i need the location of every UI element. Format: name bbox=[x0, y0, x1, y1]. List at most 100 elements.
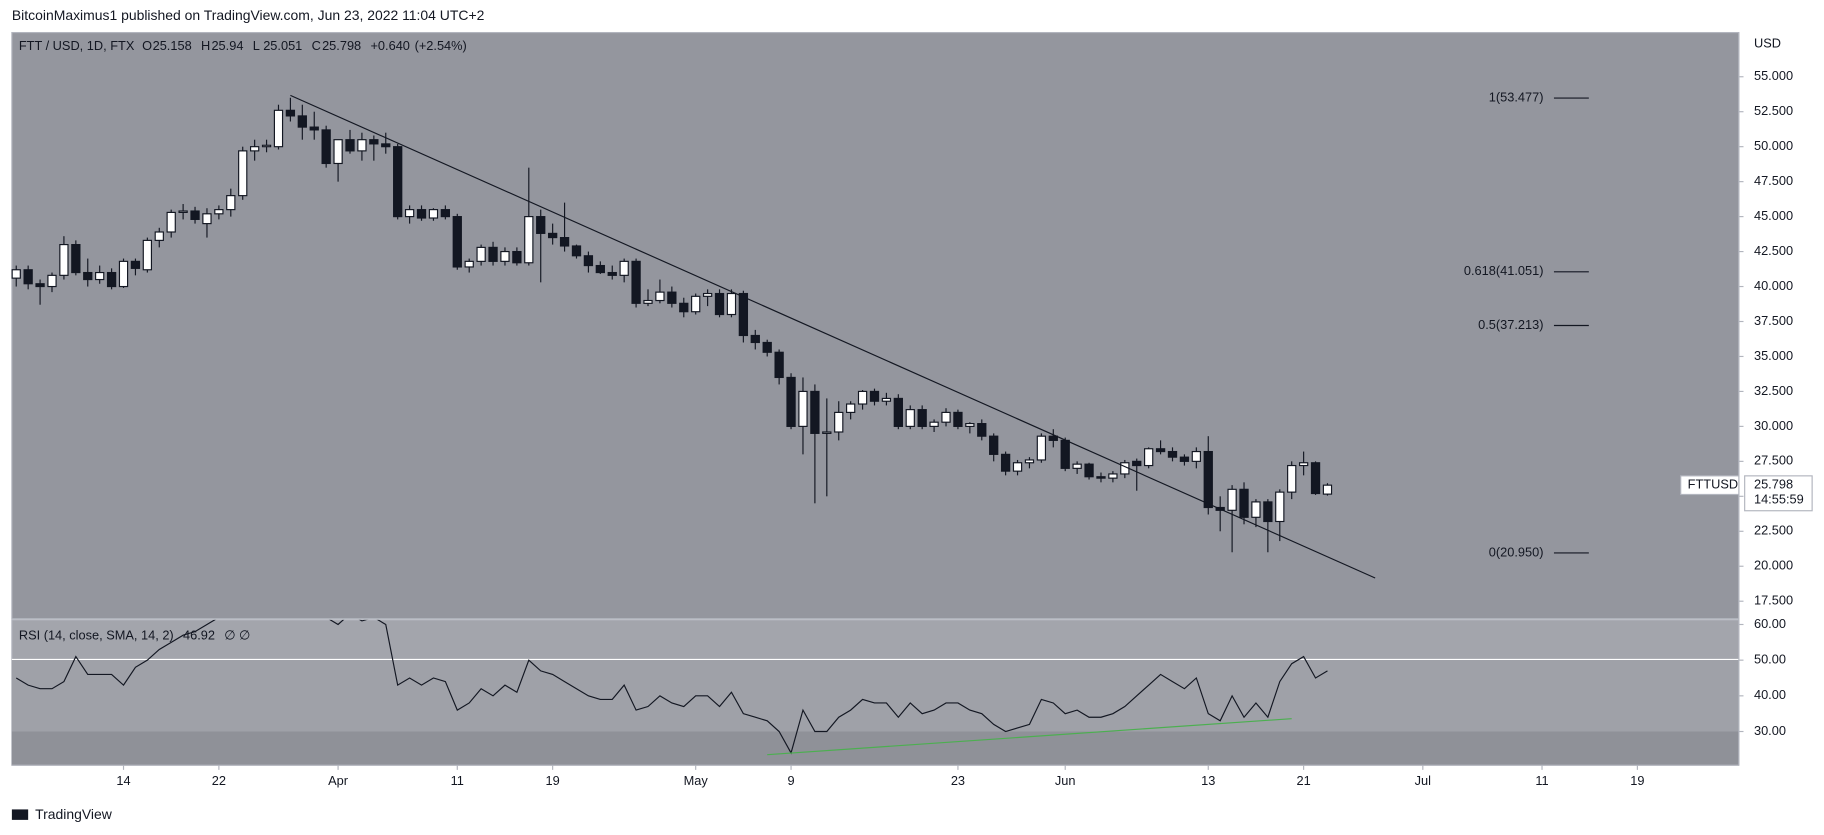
rsi-y-tick-label: 40.00 bbox=[1754, 687, 1786, 702]
candle-body bbox=[142, 239, 153, 271]
countdown: 14:55:59 bbox=[1754, 492, 1804, 507]
candle-body bbox=[1048, 435, 1058, 441]
legend-value: 25.798 bbox=[322, 38, 361, 53]
candle-body bbox=[655, 291, 665, 302]
legend-value: 25.94 bbox=[211, 38, 243, 53]
candle-body bbox=[452, 216, 462, 268]
fib-label: 1(53.477) bbox=[1489, 89, 1544, 104]
candle-body bbox=[547, 232, 558, 239]
candle-body bbox=[1024, 459, 1035, 464]
candle-body bbox=[1167, 450, 1178, 458]
candle-body bbox=[47, 274, 57, 288]
candle-body bbox=[95, 271, 105, 281]
candle-body bbox=[476, 246, 486, 262]
candle-body bbox=[619, 260, 629, 276]
rsi-band bbox=[11, 659, 1739, 732]
candle-body bbox=[667, 291, 677, 304]
candle-body bbox=[416, 209, 427, 219]
candle-body bbox=[893, 397, 903, 427]
candle-body bbox=[369, 139, 379, 145]
candle-body bbox=[774, 351, 784, 379]
x-tick-label: 13 bbox=[1201, 773, 1215, 788]
y-tick-label: 27.500 bbox=[1754, 453, 1793, 468]
candle-body bbox=[953, 411, 963, 427]
candle-body bbox=[130, 260, 141, 269]
x-tick-label: 19 bbox=[1630, 773, 1644, 788]
price-tag bbox=[1744, 475, 1813, 512]
candle-body bbox=[404, 209, 415, 218]
footer: TradingView bbox=[35, 806, 113, 822]
candle-body bbox=[1012, 462, 1023, 472]
candle-body bbox=[977, 423, 987, 437]
candle-body bbox=[1191, 450, 1201, 462]
fib-label: 0(20.950) bbox=[1489, 544, 1544, 559]
candle-body bbox=[1251, 501, 1261, 518]
y-tick-label: 50.000 bbox=[1754, 138, 1793, 153]
x-tick-label: 23 bbox=[951, 773, 965, 788]
candle-body bbox=[607, 271, 617, 276]
candle-body bbox=[726, 292, 737, 316]
candle-body bbox=[440, 209, 451, 218]
candle-body bbox=[881, 397, 892, 402]
rsi-label: RSI (14, close, SMA, 14, 2) bbox=[19, 628, 174, 643]
y-tick-label: 55.000 bbox=[1754, 68, 1793, 83]
candle-body bbox=[488, 246, 498, 262]
candle-body bbox=[381, 143, 391, 148]
candle-body bbox=[285, 109, 296, 117]
candle-body bbox=[500, 250, 510, 262]
y-tick-label: 35.000 bbox=[1754, 348, 1793, 363]
candle-body bbox=[1072, 463, 1082, 469]
candle-body bbox=[571, 245, 582, 257]
y-tick-label: 37.500 bbox=[1754, 313, 1793, 328]
candle-body bbox=[595, 264, 605, 274]
last-price: 25.798 bbox=[1754, 477, 1793, 492]
candle-body bbox=[71, 243, 81, 274]
candle-body bbox=[226, 195, 236, 211]
x-tick-label: 11 bbox=[451, 773, 464, 788]
candle-body bbox=[11, 269, 21, 279]
legend: FTT / USD, 1D, FTX O 25.158 H 25.94 L 25.051 C… bbox=[19, 38, 467, 53]
rsi-y-tick-label: 30.00 bbox=[1754, 723, 1786, 738]
candle-body bbox=[643, 299, 653, 304]
candle-body bbox=[23, 269, 33, 285]
candle-body bbox=[989, 435, 999, 455]
candle-body bbox=[702, 292, 713, 297]
candle-body bbox=[917, 409, 927, 427]
candle-body bbox=[321, 129, 331, 165]
candle-body bbox=[559, 237, 570, 247]
candle-body bbox=[1298, 462, 1309, 467]
candle-body bbox=[965, 423, 975, 427]
legend-title: FTT / USD, 1D, FTX bbox=[19, 38, 135, 53]
candle-body bbox=[357, 139, 367, 152]
rsi-y-tick-label: 50.00 bbox=[1754, 652, 1786, 667]
header: BitcoinMaximus1 published on TradingView… bbox=[12, 7, 485, 23]
candle-body bbox=[1275, 491, 1285, 523]
candle-body bbox=[869, 390, 880, 402]
candle-body bbox=[59, 243, 69, 276]
candle-body bbox=[214, 209, 224, 215]
x-tick-label: 9 bbox=[787, 773, 794, 788]
candle-body bbox=[345, 139, 355, 152]
candle-body bbox=[583, 255, 594, 267]
x-tick-label: 14 bbox=[116, 773, 130, 788]
symbol-label: FTTUSD bbox=[1688, 477, 1738, 492]
candle-body bbox=[1108, 473, 1118, 479]
candle-body bbox=[464, 260, 474, 268]
candle-body bbox=[1287, 464, 1297, 493]
rsi-y-tick-label: 60.00 bbox=[1754, 616, 1786, 631]
candle-body bbox=[83, 271, 93, 281]
y-tick-label: 20.000 bbox=[1754, 558, 1793, 573]
candle-body bbox=[524, 216, 534, 264]
logo: TradingView bbox=[11, 806, 113, 822]
candle-body bbox=[1179, 456, 1190, 462]
y-tick-label: 47.500 bbox=[1754, 173, 1793, 188]
y-tick-label: 52.500 bbox=[1754, 103, 1793, 118]
candle-body bbox=[1155, 448, 1166, 453]
candle-body bbox=[190, 210, 200, 220]
x-tick-label: 22 bbox=[212, 773, 226, 788]
candle-body bbox=[1263, 501, 1273, 523]
rsi-lower bbox=[11, 731, 1739, 766]
y-tick-label: 17.500 bbox=[1754, 593, 1793, 608]
candle-body bbox=[714, 292, 725, 316]
